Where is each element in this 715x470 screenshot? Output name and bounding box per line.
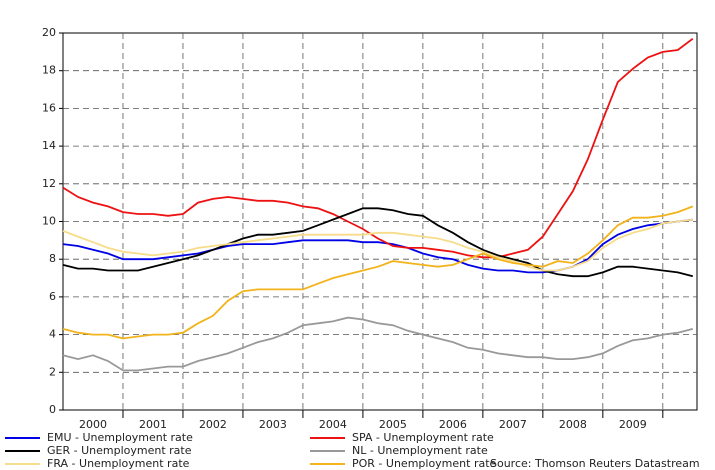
x-tick-label: 2001 [139, 418, 167, 431]
x-tick-label: 2003 [259, 418, 287, 431]
series-line [62, 37, 694, 259]
x-tick-label: 2005 [379, 418, 407, 431]
x-tick-label: 2008 [559, 418, 587, 431]
legend-label: POR - Unemployment rate [352, 457, 497, 470]
legend-label: EMU - Unemployment rate [47, 431, 193, 444]
y-tick-label: 10 [42, 215, 56, 228]
y-tick-label: 2 [49, 365, 56, 378]
series-line [62, 207, 694, 278]
y-tick-label: 8 [49, 252, 56, 265]
y-tick-label: 12 [42, 177, 56, 190]
y-tick-label: 14 [42, 139, 56, 152]
legend-label: NL - Unemployment rate [352, 444, 488, 457]
x-tick-label: 2009 [619, 418, 647, 431]
y-tick-label: 6 [49, 290, 56, 303]
series-line [62, 218, 693, 274]
x-tick-label: 2000 [79, 418, 107, 431]
x-tick-label: 2002 [199, 418, 227, 431]
x-tick-label: 2006 [439, 418, 467, 431]
series-line [62, 218, 693, 272]
legend-label: GER - Unemployment rate [47, 444, 192, 457]
y-tick-label: 0 [49, 403, 56, 416]
legend-label: SPA - Unemployment rate [352, 431, 494, 444]
y-tick-label: 4 [49, 328, 56, 341]
x-tick-label: 2004 [319, 418, 347, 431]
legend-label: FRA - Unemployment rate [47, 457, 190, 470]
series-line [62, 316, 694, 372]
series-line [62, 205, 694, 340]
x-tick-label: 2007 [499, 418, 527, 431]
y-tick-label: 16 [42, 101, 56, 114]
y-tick-label: 20 [42, 26, 56, 39]
y-tick-label: 18 [42, 64, 56, 77]
source-note: Source: Thomson Reuters Datastream [490, 457, 700, 470]
